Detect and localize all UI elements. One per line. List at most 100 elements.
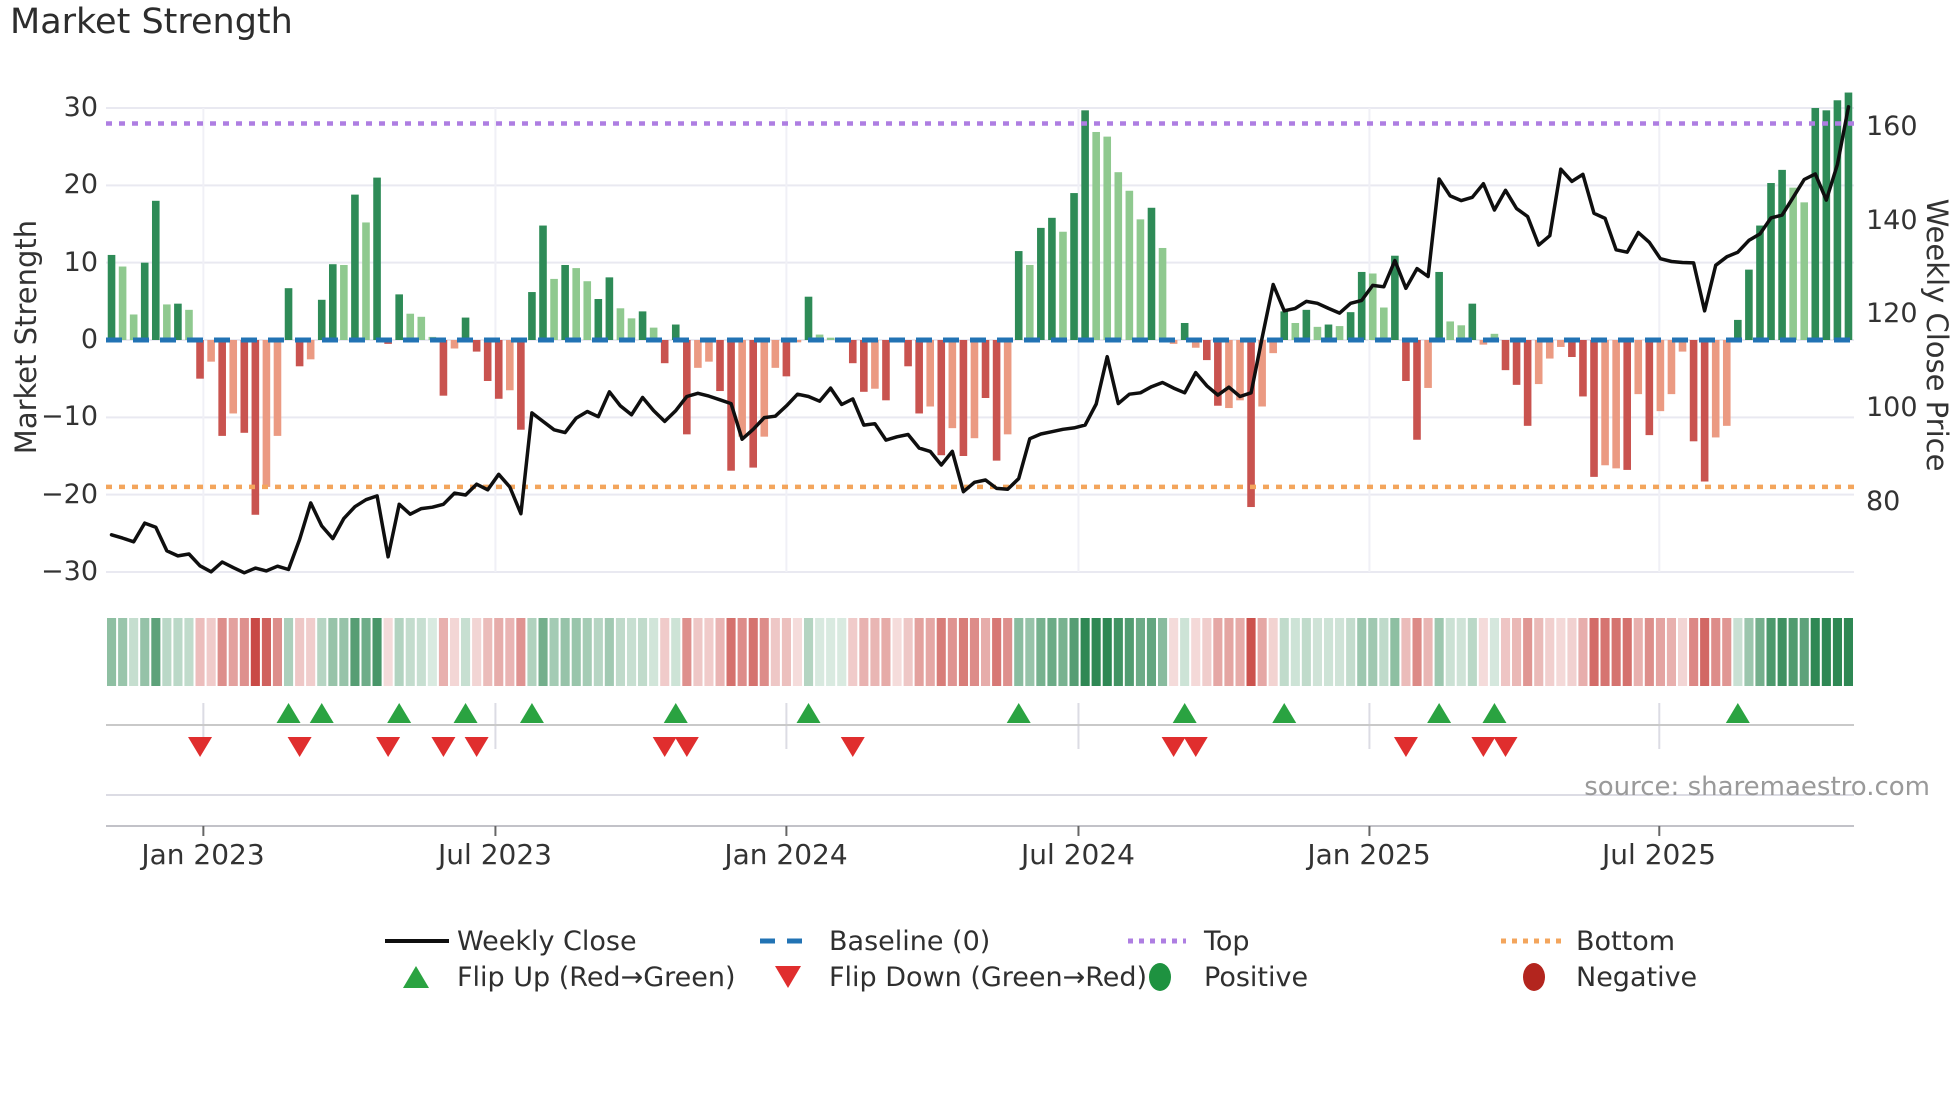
heatmap-cell bbox=[981, 618, 991, 686]
strength-bar bbox=[229, 340, 238, 414]
strength-bar bbox=[970, 340, 979, 439]
heatmap-cell bbox=[1279, 618, 1289, 686]
strength-bar bbox=[1545, 340, 1554, 359]
heatmap-cell bbox=[516, 618, 526, 686]
strength-bar bbox=[1136, 219, 1145, 340]
heatmap-cell bbox=[1744, 618, 1754, 686]
heatmap-cell bbox=[1534, 618, 1544, 686]
strength-bar bbox=[1800, 202, 1809, 340]
heatmap-cell bbox=[1600, 618, 1610, 686]
heatmap-cell bbox=[1434, 618, 1444, 686]
strength-bar bbox=[671, 324, 680, 340]
strength-bar bbox=[1059, 231, 1067, 340]
strength-bar bbox=[395, 294, 403, 340]
heatmap-cell bbox=[1445, 618, 1455, 686]
heatmap-cell bbox=[1700, 618, 1710, 686]
right-tick-140: 140 bbox=[1866, 205, 1918, 236]
strength-bar bbox=[351, 194, 359, 340]
heatmap-cell bbox=[914, 618, 924, 686]
strength-bar bbox=[240, 340, 249, 433]
flip-up-marker bbox=[1427, 703, 1452, 723]
strength-bar bbox=[1512, 340, 1521, 385]
heatmap-cell bbox=[1146, 618, 1156, 686]
heatmap-cell bbox=[151, 618, 161, 686]
heatmap-cell bbox=[1622, 618, 1632, 686]
strength-bar bbox=[1844, 92, 1853, 340]
heatmap-cell bbox=[306, 618, 316, 686]
strength-bar bbox=[118, 266, 127, 340]
legend-bottom-label: Bottom bbox=[1576, 926, 1676, 957]
strength-bar bbox=[207, 340, 215, 362]
heatmap-cell bbox=[317, 618, 327, 686]
heatmap-cell bbox=[284, 618, 294, 686]
right-axis-title: Weekly Close Price bbox=[1920, 198, 1954, 472]
heatmap-cell bbox=[1456, 618, 1466, 686]
strength-bar bbox=[528, 292, 536, 340]
flip-up-marker bbox=[1172, 703, 1197, 723]
right-tick-120: 120 bbox=[1866, 298, 1918, 329]
strength-bar bbox=[860, 340, 868, 392]
heatmap-cell bbox=[1091, 618, 1101, 686]
strength-bar bbox=[1601, 340, 1609, 466]
heatmap-cell bbox=[1489, 618, 1499, 686]
heatmap-cell bbox=[1324, 618, 1334, 686]
heatmap-cell bbox=[1003, 618, 1013, 686]
heatmap-cell bbox=[261, 618, 271, 686]
strength-bar bbox=[1767, 183, 1775, 340]
heatmap-cell bbox=[1401, 618, 1411, 686]
strength-bar bbox=[1070, 193, 1078, 340]
heatmap-cell bbox=[427, 618, 437, 686]
heatmap-cell bbox=[1301, 618, 1311, 686]
legend-weekly-close-label: Weekly Close bbox=[457, 926, 637, 957]
heatmap-cell bbox=[1224, 618, 1234, 686]
heatmap-cell bbox=[958, 618, 968, 686]
flip-down-marker bbox=[376, 737, 401, 757]
source-credit: source: sharemaestro.com bbox=[1584, 772, 1930, 802]
strength-bar bbox=[439, 340, 448, 396]
strength-bar bbox=[406, 313, 415, 340]
left-tick-30: 30 bbox=[63, 92, 98, 123]
strength-bar bbox=[605, 277, 614, 340]
heatmap-cell bbox=[206, 618, 216, 686]
strength-bar bbox=[1191, 340, 1200, 348]
left-tick-m10: −10 bbox=[41, 401, 98, 432]
strength-bar bbox=[539, 225, 547, 340]
x-tick-jul-2024: Jul 2024 bbox=[1021, 838, 1135, 871]
strength-bar bbox=[1623, 340, 1632, 470]
strength-bar bbox=[1678, 340, 1687, 352]
strength-bar bbox=[1048, 217, 1056, 340]
heatmap-cell bbox=[361, 618, 371, 686]
heatmap-cell bbox=[560, 618, 570, 686]
heatmap-cell bbox=[804, 618, 814, 686]
heatmap-cell bbox=[1368, 618, 1378, 686]
strength-bar bbox=[1557, 340, 1565, 347]
strength-bar bbox=[583, 281, 592, 340]
strength-bar bbox=[738, 340, 746, 437]
strength-bar bbox=[1778, 169, 1786, 340]
strength-bar bbox=[1579, 340, 1587, 397]
heatmap-cell bbox=[1589, 618, 1599, 686]
strength-bar bbox=[1380, 307, 1388, 340]
heatmap-cell bbox=[837, 618, 847, 686]
strength-bar bbox=[804, 296, 813, 340]
heatmap-cell bbox=[881, 618, 891, 686]
strength-bar bbox=[218, 340, 226, 436]
heatmap-cell bbox=[671, 618, 681, 686]
heatmap-cell bbox=[571, 618, 581, 686]
strength-bar bbox=[362, 222, 370, 340]
heatmap-cell bbox=[1655, 618, 1665, 686]
heatmap-cell bbox=[1058, 618, 1068, 686]
heatmap-cell bbox=[1611, 618, 1621, 686]
heatmap-cell bbox=[1036, 618, 1046, 686]
heatmap-cell bbox=[1379, 618, 1389, 686]
strength-bar bbox=[1711, 340, 1720, 438]
heatmap-cell bbox=[815, 618, 825, 686]
heatmap-cell bbox=[505, 618, 515, 686]
heatmap-cell bbox=[892, 618, 902, 686]
weekly-close bbox=[109, 105, 1851, 575]
heatmap-cell bbox=[1478, 618, 1488, 686]
heatmap-cell bbox=[228, 618, 238, 686]
page-title: Market Strength bbox=[10, 2, 293, 42]
strength-bar bbox=[1468, 303, 1477, 340]
heatmap-cell bbox=[494, 618, 504, 686]
